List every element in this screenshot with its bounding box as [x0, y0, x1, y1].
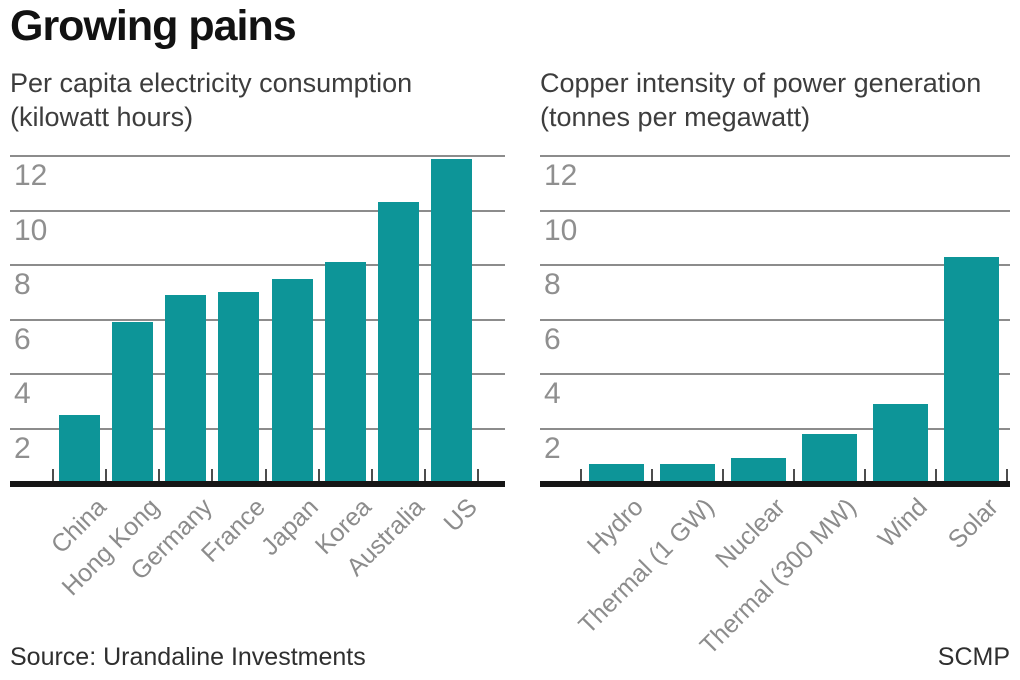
gridline: [10, 264, 505, 266]
y-tick-label: 8: [14, 268, 31, 301]
bar: [59, 415, 100, 483]
y-tick-label: 12: [14, 159, 48, 192]
source-label: Source: Urandaline Investments: [10, 643, 366, 671]
bar: [802, 434, 857, 483]
gridline: [540, 264, 1010, 266]
axis-tick: [105, 469, 107, 481]
left-chart-title: Per capita electricity consumption: [10, 68, 413, 98]
right-chart-title: Copper intensity of power generation: [540, 68, 982, 98]
axis-tick: [211, 469, 213, 481]
axis-tick: [477, 469, 479, 481]
axis-tick: [722, 469, 724, 481]
y-tick-label: 10: [14, 213, 48, 247]
page-title: Growing pains: [10, 2, 297, 50]
gridline: [10, 155, 505, 157]
right-chart-unit: (tonnes per megawatt): [540, 102, 811, 132]
bar: [272, 279, 313, 483]
axis-tick: [651, 469, 653, 481]
y-tick-label: 6: [544, 322, 561, 356]
gridline: [540, 155, 1010, 157]
y-tick-label: 4: [14, 377, 31, 410]
y-tick-label: 12: [544, 159, 578, 192]
axis-tick: [265, 469, 267, 481]
right-chart-subtitle: Copper intensity of power generation (to…: [540, 66, 1018, 134]
axis-tick: [158, 469, 160, 481]
bar: [112, 322, 153, 483]
axis-tick: [580, 469, 582, 481]
bar: [589, 464, 644, 483]
bar: [431, 159, 472, 483]
gridline: [540, 209, 1010, 212]
y-tick-label: 10: [544, 213, 578, 247]
gridline: [10, 209, 505, 212]
bar: [325, 262, 366, 483]
bar: [218, 292, 259, 483]
bar: [873, 404, 928, 483]
axis-tick: [371, 469, 373, 481]
axis-tick: [864, 469, 866, 481]
y-tick-label: 2: [14, 431, 31, 465]
left-chart-subtitle: Per capita electricity consumption (kilo…: [10, 66, 520, 134]
left-chart-plot: 2 4 6 8 10 12 China Hong Kong Germany France Japan…: [10, 155, 505, 601]
y-tick-label: 6: [14, 322, 31, 356]
gridline: [540, 373, 1010, 375]
left-chart-unit: (kilowatt hours): [10, 102, 194, 132]
gridline: [540, 318, 1010, 321]
x-axis-line: [10, 481, 505, 487]
gridline: [540, 427, 1010, 430]
axis-tick: [1006, 469, 1008, 481]
bar: [944, 257, 999, 483]
bar: [660, 464, 715, 483]
bar: [731, 458, 786, 483]
axis-tick: [424, 469, 426, 481]
y-tick-label: 4: [544, 377, 561, 410]
axis-tick: [935, 469, 937, 481]
x-axis-line: [540, 481, 1010, 487]
bar: [165, 295, 206, 483]
credit-label: SCMP: [937, 643, 1010, 671]
axis-tick: [52, 469, 54, 481]
axis-tick: [318, 469, 320, 481]
right-chart-plot: 2 4 6 8 10 12 Hydro Thermal (1 GW) Nuclear Therma…: [540, 155, 1010, 660]
y-tick-label: 8: [544, 268, 561, 301]
axis-tick: [793, 469, 795, 481]
y-tick-label: 2: [544, 431, 561, 465]
bar: [378, 202, 419, 483]
